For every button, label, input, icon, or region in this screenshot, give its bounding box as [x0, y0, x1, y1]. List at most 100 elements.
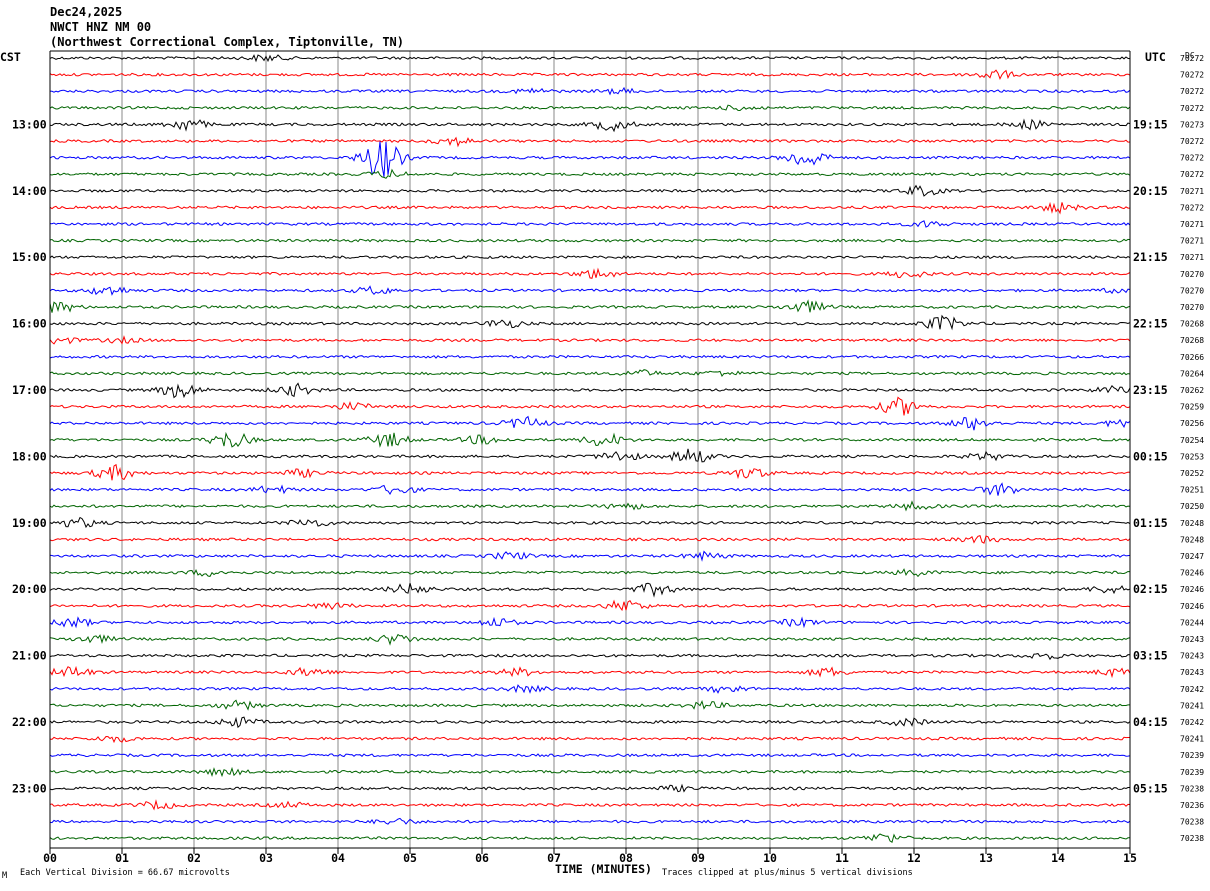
x-tick-label: 05	[403, 851, 417, 865]
left-timezone-label: CST	[0, 50, 21, 64]
trace-blue	[49, 141, 1131, 177]
right-hour-label: 05:15	[1133, 781, 1168, 795]
clip-note: Traces clipped at plus/minus 5 vertical …	[662, 868, 913, 878]
left-hour-label: 23:00	[12, 781, 47, 795]
dc-offset-label: 70246	[1180, 602, 1204, 611]
dc-offset-label: 70271	[1180, 237, 1204, 246]
trace-red	[49, 799, 1131, 811]
dc-offset-label: 70248	[1180, 535, 1204, 544]
left-hour-label: 14:00	[12, 184, 47, 198]
dc-offset-label: 70259	[1180, 403, 1204, 412]
dc-column-label: DC	[1185, 51, 1195, 60]
x-tick-label: 11	[835, 851, 849, 865]
scale-note: Each Vertical Division = 66.67 microvolt…	[20, 868, 230, 878]
dc-offset-label: 70270	[1180, 303, 1204, 312]
dc-offset-label: 70243	[1180, 668, 1204, 677]
left-hour-label: 13:00	[12, 117, 47, 131]
dc-offset-label: 70241	[1180, 735, 1204, 744]
x-tick-label: 08	[619, 851, 633, 865]
x-tick-label: 06	[475, 851, 489, 865]
x-tick-label: 00	[43, 851, 57, 865]
dc-offset-label: 70253	[1180, 452, 1204, 461]
dc-offset-label: 70238	[1180, 784, 1204, 793]
axis-labels: 00 01 02 03 04 05 06 07 08 09 10 11 12 13 14 15 70272 702…	[12, 54, 1204, 865]
dc-offset-label: 70273	[1180, 120, 1204, 129]
dc-offset-label: 70264	[1180, 369, 1204, 378]
dc-offset-label: 70242	[1180, 718, 1204, 727]
dc-offset-label: 70271	[1180, 220, 1204, 229]
dc-offset-label: 70272	[1180, 203, 1204, 212]
trace-red	[49, 463, 1131, 481]
x-tick-label: 03	[259, 851, 273, 865]
x-tick-label: 07	[547, 851, 561, 865]
trace-black	[49, 582, 1131, 598]
dc-offset-label: 70270	[1180, 286, 1204, 295]
x-tick-label: 01	[115, 851, 129, 865]
trace-green	[49, 238, 1131, 243]
trace-blue	[49, 415, 1131, 431]
trace-blue	[49, 285, 1131, 296]
dc-offset-label: 70246	[1180, 569, 1204, 578]
trace-black	[49, 783, 1130, 793]
trace-blue	[49, 482, 1131, 496]
left-hour-label: 18:00	[12, 449, 47, 463]
trace-black	[49, 716, 1131, 729]
trace-red	[49, 69, 1131, 80]
dc-offset-label: 70272	[1180, 170, 1204, 179]
right-hour-label: 23:15	[1133, 383, 1168, 397]
dc-offset-label: 70239	[1180, 751, 1204, 760]
trace-blue	[49, 616, 1131, 629]
trace-black	[49, 184, 1131, 197]
corner-mark: M	[2, 871, 7, 881]
trace-red	[49, 665, 1131, 679]
dc-offset-label: 70238	[1180, 834, 1204, 843]
trace-blue	[49, 753, 1131, 758]
trace-green	[49, 369, 1131, 377]
trace-black	[49, 255, 1131, 260]
dc-offset-label: 70243	[1180, 635, 1204, 644]
dc-offset-label: 70238	[1180, 818, 1204, 827]
dc-offset-label: 70271	[1180, 187, 1204, 196]
left-hour-label: 22:00	[12, 715, 47, 729]
trace-blue	[49, 220, 1131, 228]
dc-offset-label: 70250	[1180, 502, 1204, 511]
left-hour-label: 21:00	[12, 649, 47, 663]
dc-offset-label: 70272	[1180, 54, 1204, 63]
trace-blue	[49, 550, 1131, 562]
dc-offset-label: 70262	[1180, 386, 1204, 395]
right-hour-label: 03:15	[1133, 649, 1168, 663]
right-hour-label: 21:15	[1133, 250, 1168, 264]
trace-green	[49, 699, 1130, 711]
x-tick-label: 13	[979, 851, 993, 865]
dc-offset-label: 70243	[1180, 652, 1204, 661]
dc-offset-label: 70272	[1180, 71, 1204, 80]
trace-green	[49, 568, 1131, 578]
trace-red	[49, 201, 1130, 215]
header-date: Dec24,2025	[50, 5, 122, 19]
trace-red	[49, 534, 1131, 544]
dc-offset-label: 70239	[1180, 768, 1204, 777]
trace-green	[49, 633, 1131, 646]
dc-offset-label: 70272	[1180, 137, 1204, 146]
dc-offset-label: 70248	[1180, 519, 1204, 528]
dc-offset-label: 70252	[1180, 469, 1204, 478]
right-hour-label: 20:15	[1133, 184, 1168, 198]
trace-red	[49, 267, 1131, 279]
trace-red	[49, 396, 1131, 416]
right-hour-label: 04:15	[1133, 715, 1168, 729]
trace-blue	[49, 817, 1131, 825]
dc-offset-label: 70268	[1180, 320, 1204, 329]
left-hour-label: 15:00	[12, 250, 47, 264]
dc-offset-label: 70236	[1180, 801, 1204, 810]
dc-offset-label: 70272	[1180, 87, 1204, 96]
trace-red	[49, 735, 1130, 744]
dc-offset-label: 70241	[1180, 701, 1204, 710]
x-tick-label: 04	[331, 851, 345, 865]
dc-offset-label: 70251	[1180, 486, 1204, 495]
dc-offset-label: 70270	[1180, 270, 1204, 279]
x-tick-label: 09	[691, 851, 705, 865]
right-hour-label: 19:15	[1133, 117, 1168, 131]
right-hour-label: 01:15	[1133, 516, 1168, 530]
left-hour-label: 16:00	[12, 317, 47, 331]
